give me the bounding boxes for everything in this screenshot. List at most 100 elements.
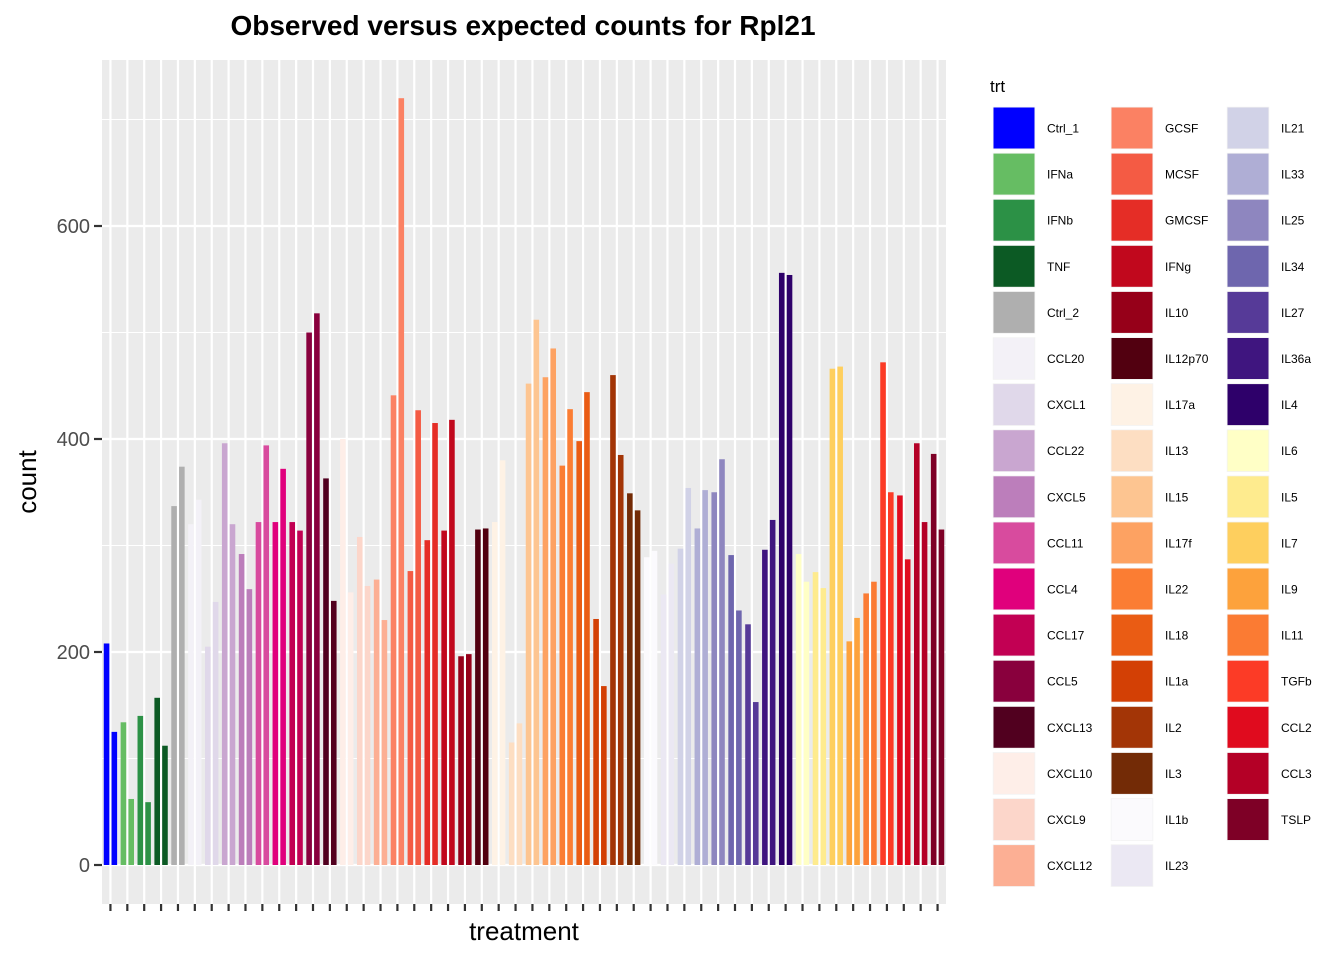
legend-label-ccl22: CCL22 xyxy=(1047,444,1085,458)
legend-label-ctrl_2: Ctrl_2 xyxy=(1047,306,1079,320)
bar-gmcsf-1 xyxy=(424,540,431,865)
bar-ccl5-2 xyxy=(314,313,320,866)
legend-label-ccl2: CCL2 xyxy=(1281,721,1312,735)
bar-il22-2 xyxy=(567,409,573,865)
bar-il25-1 xyxy=(711,492,718,865)
bar-il33-1 xyxy=(694,528,701,865)
bar-il34-2 xyxy=(736,610,742,865)
bar-cxcl1-2 xyxy=(212,601,219,865)
legend-swatch-ccl22 xyxy=(993,430,1035,472)
legend-swatch-ctrl_1 xyxy=(993,107,1035,149)
legend-label-il21: IL21 xyxy=(1281,122,1305,136)
legend-swatch-il15 xyxy=(1111,476,1153,518)
legend-swatch-il2 xyxy=(1111,706,1153,748)
legend-swatch-il13 xyxy=(1111,430,1153,472)
bar-mcsf-2 xyxy=(415,410,421,865)
x-axis-title: treatment xyxy=(469,916,580,946)
bar-ifna-1 xyxy=(120,722,127,865)
legend-swatch-il36a xyxy=(1227,338,1269,379)
legend-swatch-il1a xyxy=(1111,660,1153,702)
bar-il13-1 xyxy=(508,742,515,865)
legend-label-il22: IL22 xyxy=(1165,583,1189,597)
legend-swatch-tslp xyxy=(1227,799,1269,840)
bar-il34-1 xyxy=(728,555,734,865)
bar-il27-2 xyxy=(752,702,759,865)
bar-il17f-2 xyxy=(550,348,557,866)
legend-label-il6: IL6 xyxy=(1281,444,1298,458)
legend-swatch-ifna xyxy=(993,153,1035,195)
bar-il17f-1 xyxy=(542,377,549,865)
bar-il7-1 xyxy=(829,368,836,865)
bar-cxcl9-1 xyxy=(356,536,363,865)
bar-cxcl5-1 xyxy=(238,554,245,865)
legend-label-il34: IL34 xyxy=(1281,260,1305,274)
y-tick-label: 400 xyxy=(57,429,90,451)
bar-ccl5-1 xyxy=(306,332,312,865)
legend-swatch-gcsf xyxy=(1111,107,1153,149)
bar-il12p70-1 xyxy=(475,529,481,865)
legend-title: trt xyxy=(990,77,1005,96)
bar-ccl2-1 xyxy=(897,495,903,865)
legend-swatch-il1b xyxy=(1111,799,1153,840)
legend-label-il3: IL3 xyxy=(1165,767,1182,781)
bar-ctrl_2-1 xyxy=(171,506,177,865)
bar-il5-1 xyxy=(812,572,819,865)
legend-swatch-cxcl12 xyxy=(993,845,1035,887)
bar-ccl22-2 xyxy=(229,524,236,865)
legend-swatch-il5 xyxy=(1227,476,1269,518)
bar-ifna-2 xyxy=(128,798,135,865)
bar-ifng-2 xyxy=(449,419,455,865)
bar-ccl20-1 xyxy=(188,524,194,865)
legend-label-tslp: TSLP xyxy=(1281,813,1311,827)
bar-il22-1 xyxy=(559,465,566,865)
bar-il13-2 xyxy=(516,723,523,865)
legend-swatch-il27 xyxy=(1227,291,1269,333)
bar-il2-1 xyxy=(610,375,616,865)
legend-swatch-il11 xyxy=(1227,614,1269,656)
bar-il21-1 xyxy=(677,548,684,865)
legend-swatch-il6 xyxy=(1227,430,1269,472)
legend-swatch-tnf xyxy=(993,245,1035,287)
legend-label-il17a: IL17a xyxy=(1165,398,1195,412)
legend-label-il17f: IL17f xyxy=(1165,536,1192,550)
bar-il11-1 xyxy=(863,593,869,865)
bar-il4-2 xyxy=(786,274,793,865)
legend-swatch-gmcsf xyxy=(1111,199,1153,241)
legend-swatch-ifnb xyxy=(993,199,1035,241)
legend-label-il33: IL33 xyxy=(1281,168,1305,182)
legend-swatch-ccl5 xyxy=(993,660,1035,702)
legend-label-il36a: IL36a xyxy=(1281,352,1311,366)
legend-label-tnf: TNF xyxy=(1047,260,1070,274)
bar-il17a-2 xyxy=(499,460,506,865)
bar-il15-2 xyxy=(533,319,540,866)
bar-tgfb-1 xyxy=(880,362,886,865)
legend-swatch-il7 xyxy=(1227,522,1269,564)
legend-swatch-ccl4 xyxy=(993,568,1035,610)
bar-il1b-1 xyxy=(643,557,650,865)
bars-layer xyxy=(103,98,945,866)
legend-label-il18: IL18 xyxy=(1165,629,1189,643)
legend-swatch-il22 xyxy=(1111,568,1153,610)
bar-ccl22-1 xyxy=(221,443,228,865)
bar-il36a-1 xyxy=(762,549,768,865)
legend-label-il1b: IL1b xyxy=(1165,813,1189,827)
legend-label-ccl5: CCL5 xyxy=(1047,675,1078,689)
legend-label-cxcl1: CXCL1 xyxy=(1047,398,1086,412)
legend-swatch-ccl11 xyxy=(993,522,1035,564)
bar-il3-2 xyxy=(634,510,641,865)
legend-swatch-il34 xyxy=(1227,245,1269,287)
legend-label-tgfb: TGFb xyxy=(1281,675,1312,689)
legend-swatch-il18 xyxy=(1111,614,1153,656)
bar-il17a-1 xyxy=(491,522,498,865)
legend-swatch-cxcl1 xyxy=(993,384,1035,426)
legend-label-il5: IL5 xyxy=(1281,490,1298,504)
bar-il23-1 xyxy=(660,594,667,865)
bar-cxcl10-2 xyxy=(347,592,354,865)
x-axis xyxy=(109,904,939,911)
legend-swatch-ccl3 xyxy=(1227,752,1269,794)
legend-label-cxcl5: CXCL5 xyxy=(1047,490,1086,504)
legend-swatch-il4 xyxy=(1227,384,1269,426)
y-tick-label: 200 xyxy=(57,642,90,664)
bar-il15-1 xyxy=(525,383,532,865)
